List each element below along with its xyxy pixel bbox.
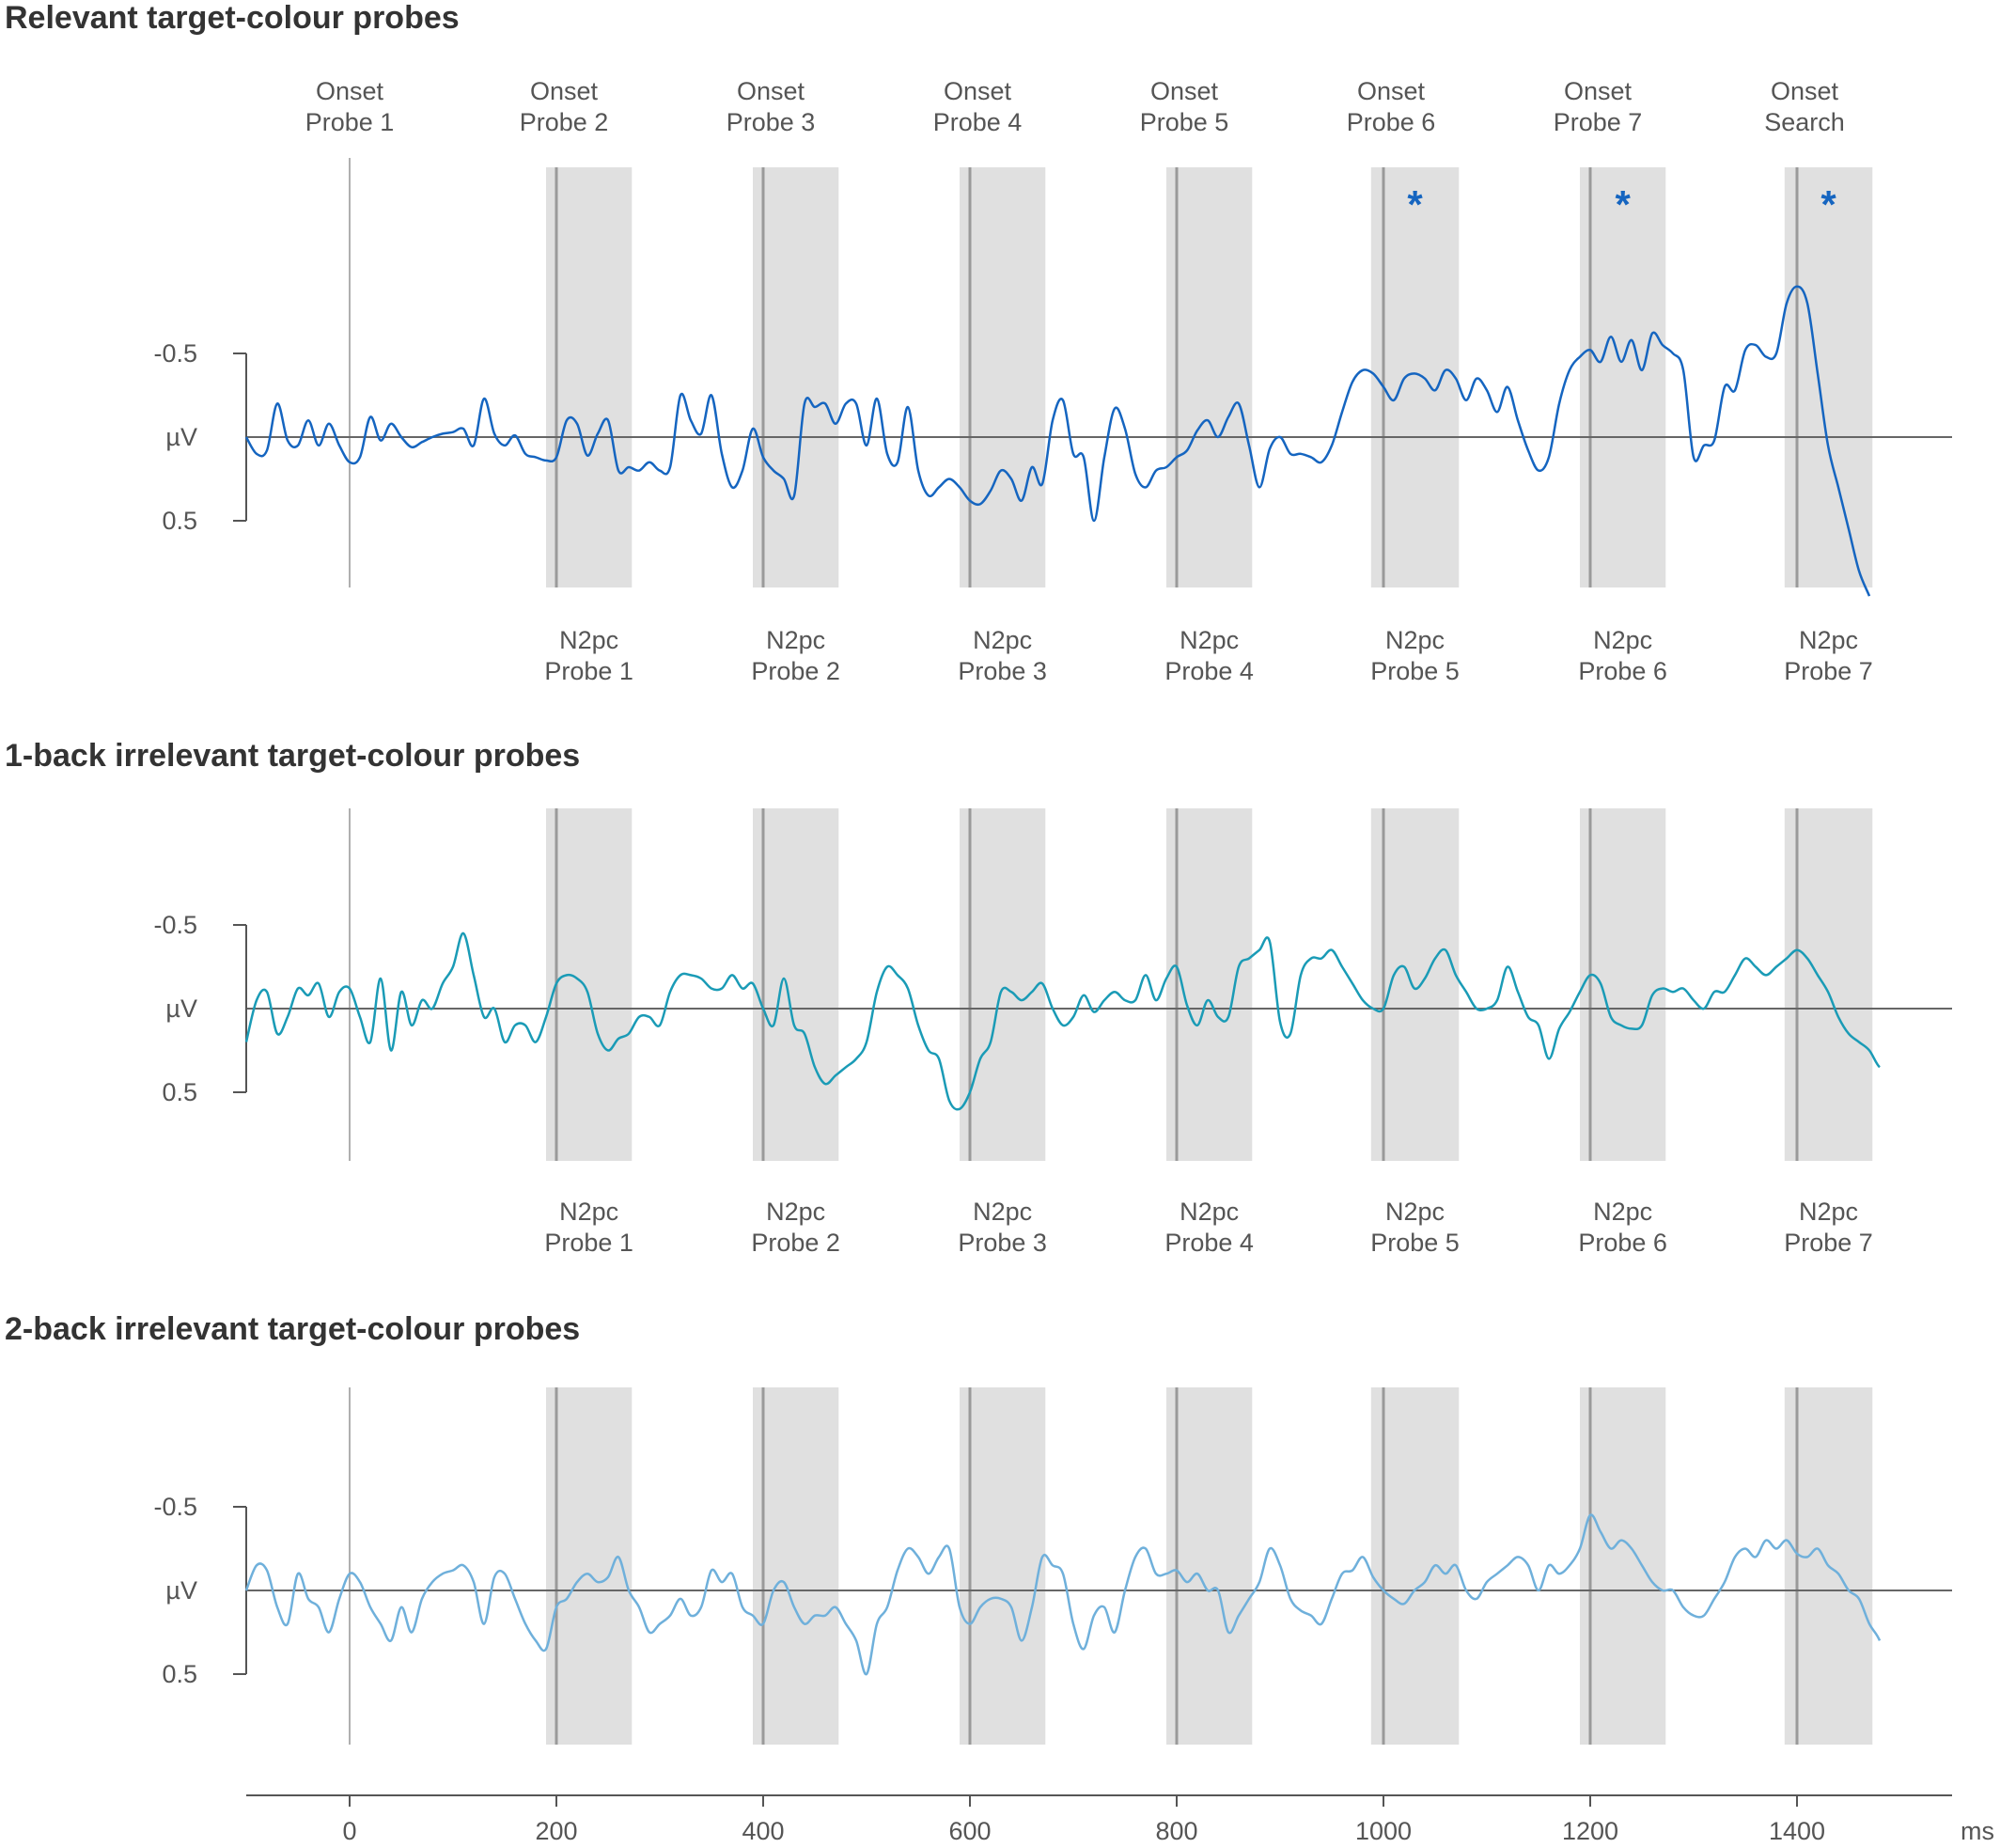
x-tick-label: 800 (1155, 1817, 1197, 1845)
onset-label: Onset (1150, 77, 1219, 105)
n2pc-label: N2pc (559, 1198, 618, 1226)
n2pc-label: Probe 2 (751, 657, 840, 685)
onset-label: Onset (944, 77, 1012, 105)
n2pc-window-shade (546, 808, 633, 1161)
erp-waveform (244, 1513, 1882, 1676)
n2pc-window-shade (960, 167, 1046, 587)
n2pc-label: Probe 5 (1370, 1229, 1460, 1257)
x-tick-label: 400 (742, 1817, 784, 1845)
n2pc-window-shade (1784, 167, 1873, 587)
n2pc-window-shade (960, 808, 1046, 1161)
n2pc-label: Probe 5 (1370, 657, 1460, 685)
n2pc-label: N2pc (1180, 1198, 1239, 1226)
y-tick-label: µV (165, 994, 197, 1023)
erp-waveform (244, 932, 1881, 1111)
n2pc-label: N2pc (559, 626, 618, 654)
onset-label: Probe 5 (1140, 108, 1229, 136)
n2pc-label: N2pc (973, 626, 1032, 654)
onset-label: Probe 2 (520, 108, 609, 136)
onset-label: Probe 1 (305, 108, 395, 136)
n2pc-window-shade (753, 1387, 839, 1745)
n2pc-label: Probe 6 (1578, 657, 1667, 685)
n2pc-window-shade (546, 167, 633, 587)
y-tick-label: 0.5 (162, 1078, 197, 1106)
panel-title: 1-back irrelevant target-colour probes (5, 738, 580, 774)
n2pc-label: N2pc (1799, 1198, 1858, 1226)
onset-label: Onset (1771, 77, 1839, 105)
y-tick-label: -0.5 (153, 1493, 197, 1521)
n2pc-label: N2pc (973, 1198, 1032, 1226)
n2pc-label: N2pc (1593, 1198, 1652, 1226)
y-tick-label: µV (165, 1576, 197, 1605)
n2pc-label: Probe 7 (1784, 1229, 1873, 1257)
n2pc-window-shade (1784, 808, 1873, 1161)
n2pc-window-shade (1370, 808, 1460, 1161)
significance-star: * (1820, 182, 1836, 227)
onset-label: Search (1764, 108, 1845, 136)
n2pc-label: N2pc (1799, 626, 1858, 654)
x-tick-label: 1000 (1355, 1817, 1412, 1845)
x-unit-label: ms (1961, 1817, 1994, 1845)
n2pc-window-shade (1166, 1387, 1253, 1745)
n2pc-window-shade (753, 167, 839, 587)
n2pc-label: N2pc (1180, 626, 1239, 654)
y-tick-label: -0.5 (153, 911, 197, 939)
n2pc-label: Probe 2 (751, 1229, 840, 1257)
n2pc-window-shade (1166, 808, 1253, 1161)
onset-label: Probe 4 (933, 108, 1023, 136)
x-tick-label: 1400 (1769, 1817, 1825, 1845)
n2pc-window-shade (960, 1387, 1046, 1745)
onset-label: Probe 6 (1347, 108, 1436, 136)
onset-label: Onset (316, 77, 384, 105)
n2pc-window-shade (753, 808, 839, 1161)
n2pc-label: Probe 3 (958, 657, 1047, 685)
n2pc-window-shade (1580, 1387, 1666, 1745)
n2pc-label: N2pc (1385, 1198, 1445, 1226)
n2pc-window-shade (1580, 167, 1666, 587)
n2pc-label: Probe 7 (1784, 657, 1873, 685)
significance-star: * (1615, 182, 1631, 227)
significance-star: * (1407, 182, 1423, 227)
y-tick-label: µV (165, 423, 197, 451)
n2pc-label: N2pc (1593, 626, 1652, 654)
n2pc-label: Probe 1 (544, 657, 633, 685)
x-tick-label: 200 (535, 1817, 577, 1845)
y-tick-label: 0.5 (162, 1660, 197, 1688)
n2pc-label: N2pc (1385, 626, 1445, 654)
n2pc-label: Probe 4 (1164, 657, 1254, 685)
n2pc-label: N2pc (766, 626, 825, 654)
n2pc-window-shade (1166, 167, 1253, 587)
onset-label: Probe 3 (727, 108, 816, 136)
x-tick-label: 600 (948, 1817, 991, 1845)
onset-label: Onset (737, 77, 805, 105)
panel-title: 2-back irrelevant target-colour probes (5, 1311, 580, 1347)
erp-waveform (244, 285, 1871, 597)
onset-label: Onset (530, 77, 599, 105)
y-tick-label: 0.5 (162, 507, 197, 535)
n2pc-label: N2pc (766, 1198, 825, 1226)
onset-label: Probe 7 (1554, 108, 1643, 136)
n2pc-window-shade (546, 1387, 633, 1745)
x-tick-label: 1200 (1562, 1817, 1618, 1845)
n2pc-window-shade (1580, 808, 1666, 1161)
panel-title: Relevant target-colour probes (5, 0, 460, 36)
n2pc-label: Probe 6 (1578, 1229, 1667, 1257)
onset-label: Onset (1357, 77, 1426, 105)
n2pc-label: Probe 4 (1164, 1229, 1254, 1257)
n2pc-label: Probe 1 (544, 1229, 633, 1257)
x-tick-label: 0 (342, 1817, 356, 1845)
n2pc-label: Probe 3 (958, 1229, 1047, 1257)
n2pc-window-shade (1370, 167, 1460, 587)
y-tick-label: -0.5 (153, 339, 197, 368)
n2pc-window-shade (1370, 1387, 1460, 1745)
onset-label: Onset (1564, 77, 1633, 105)
